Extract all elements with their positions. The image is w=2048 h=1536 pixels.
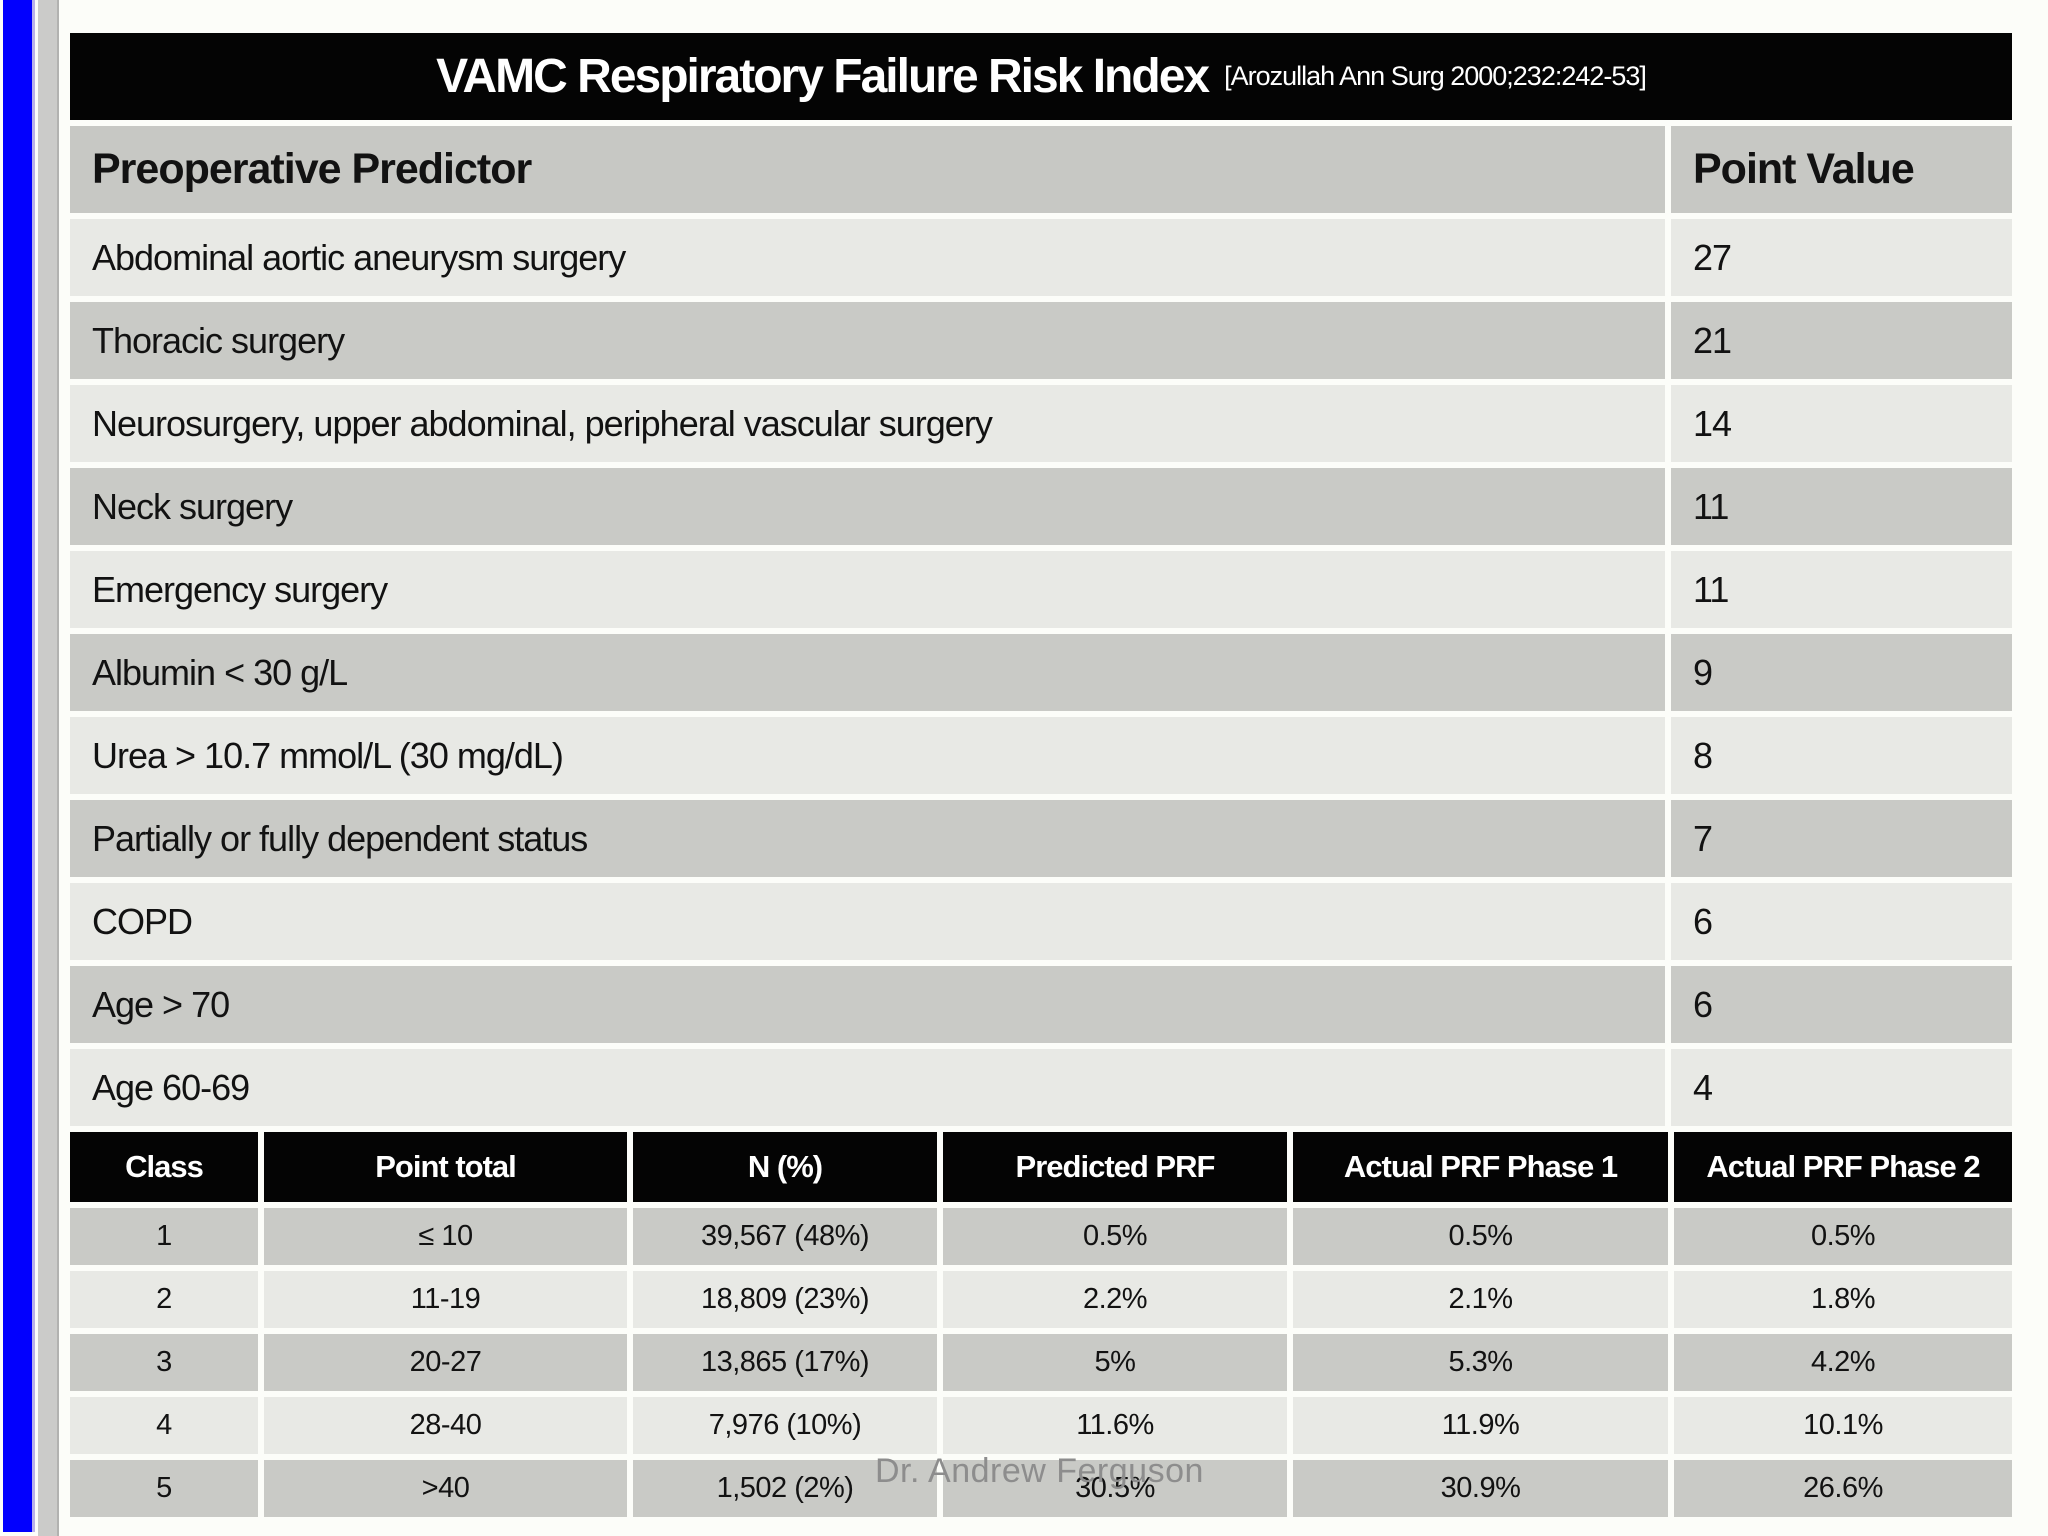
actual-prf-phase2-cell: 26.6% bbox=[1674, 1460, 2012, 1517]
point-value-cell: 9 bbox=[1671, 634, 2012, 711]
class-cell: 5 bbox=[70, 1460, 258, 1517]
watermark: Dr. Andrew Ferguson bbox=[875, 1452, 1204, 1490]
point-value-cell: 27 bbox=[1671, 219, 2012, 296]
actual-prf-phase2-column-header: Actual PRF Phase 2 bbox=[1674, 1132, 2012, 1202]
n-percent-column-header: N (%) bbox=[633, 1132, 937, 1202]
left-gray-accent-bar bbox=[38, 0, 59, 1536]
point-total-cell: 20-27 bbox=[264, 1334, 627, 1391]
predictor-column-header: Preoperative Predictor bbox=[70, 126, 1665, 213]
title-bar: VAMC Respiratory Failure Risk Index [Aro… bbox=[70, 33, 2012, 120]
point-value-cell: 6 bbox=[1671, 883, 2012, 960]
n-percent-cell: 1,502 (2%) bbox=[633, 1460, 937, 1517]
predictor-cell: Emergency surgery bbox=[70, 551, 1665, 628]
predictor-cell: Thoracic surgery bbox=[70, 302, 1665, 379]
predictor-cell: Urea > 10.7 mmol/L (30 mg/dL) bbox=[70, 717, 1665, 794]
point-value-cell: 4 bbox=[1671, 1049, 2012, 1126]
predictor-cell: Abdominal aortic aneurysm surgery bbox=[70, 219, 1665, 296]
predictor-table: Preoperative Predictor Point Value Abdom… bbox=[70, 126, 2012, 1126]
class-cell: 2 bbox=[70, 1271, 258, 1328]
risk-class-table: Class Point total N (%) Predicted PRF Ac… bbox=[70, 1132, 2012, 1517]
predicted-prf-column-header: Predicted PRF bbox=[943, 1132, 1287, 1202]
point-value-cell: 21 bbox=[1671, 302, 2012, 379]
predictor-cell: Age > 70 bbox=[70, 966, 1665, 1043]
left-blue-accent-bar bbox=[3, 0, 35, 1532]
point-value-cell: 11 bbox=[1671, 551, 2012, 628]
point-value-cell: 8 bbox=[1671, 717, 2012, 794]
actual-prf-phase2-cell: 4.2% bbox=[1674, 1334, 2012, 1391]
actual-prf-phase1-cell: 5.3% bbox=[1293, 1334, 1668, 1391]
point-value-column-header: Point Value bbox=[1671, 126, 2012, 213]
page-title: VAMC Respiratory Failure Risk Index bbox=[436, 50, 1210, 103]
predictor-cell: Age 60-69 bbox=[70, 1049, 1665, 1126]
predicted-prf-cell: 5% bbox=[943, 1334, 1287, 1391]
predicted-prf-cell: 0.5% bbox=[943, 1208, 1287, 1265]
predictor-cell: Neurosurgery, upper abdominal, periphera… bbox=[70, 385, 1665, 462]
point-total-cell: 28-40 bbox=[264, 1397, 627, 1454]
class-cell: 4 bbox=[70, 1397, 258, 1454]
predictor-cell: COPD bbox=[70, 883, 1665, 960]
class-column-header: Class bbox=[70, 1132, 258, 1202]
n-percent-cell: 39,567 (48%) bbox=[633, 1208, 937, 1265]
n-percent-cell: 13,865 (17%) bbox=[633, 1334, 937, 1391]
title-citation: [Arozullah Ann Surg 2000;232:242-53] bbox=[1224, 61, 1647, 91]
predictor-cell: Partially or fully dependent status bbox=[70, 800, 1665, 877]
point-value-cell: 7 bbox=[1671, 800, 2012, 877]
actual-prf-phase1-column-header: Actual PRF Phase 1 bbox=[1293, 1132, 1668, 1202]
point-total-cell: >40 bbox=[264, 1460, 627, 1517]
actual-prf-phase2-cell: 10.1% bbox=[1674, 1397, 2012, 1454]
predicted-prf-cell: 11.6% bbox=[943, 1397, 1287, 1454]
actual-prf-phase1-cell: 2.1% bbox=[1293, 1271, 1668, 1328]
point-total-column-header: Point total bbox=[264, 1132, 627, 1202]
class-cell: 3 bbox=[70, 1334, 258, 1391]
actual-prf-phase2-cell: 0.5% bbox=[1674, 1208, 2012, 1265]
actual-prf-phase1-cell: 30.9% bbox=[1293, 1460, 1668, 1517]
actual-prf-phase1-cell: 11.9% bbox=[1293, 1397, 1668, 1454]
n-percent-cell: 7,976 (10%) bbox=[633, 1397, 937, 1454]
point-total-cell: ≤ 10 bbox=[264, 1208, 627, 1265]
predicted-prf-cell: 2.2% bbox=[943, 1271, 1287, 1328]
class-cell: 1 bbox=[70, 1208, 258, 1265]
predicted-prf-cell: 30.5% bbox=[943, 1460, 1287, 1517]
n-percent-cell: 18,809 (23%) bbox=[633, 1271, 937, 1328]
point-value-cell: 6 bbox=[1671, 966, 2012, 1043]
slide-content: VAMC Respiratory Failure Risk Index [Aro… bbox=[70, 33, 2012, 1517]
point-total-cell: 11-19 bbox=[264, 1271, 627, 1328]
predictor-cell: Neck surgery bbox=[70, 468, 1665, 545]
predictor-cell: Albumin < 30 g/L bbox=[70, 634, 1665, 711]
point-value-cell: 11 bbox=[1671, 468, 2012, 545]
point-value-cell: 14 bbox=[1671, 385, 2012, 462]
actual-prf-phase1-cell: 0.5% bbox=[1293, 1208, 1668, 1265]
actual-prf-phase2-cell: 1.8% bbox=[1674, 1271, 2012, 1328]
